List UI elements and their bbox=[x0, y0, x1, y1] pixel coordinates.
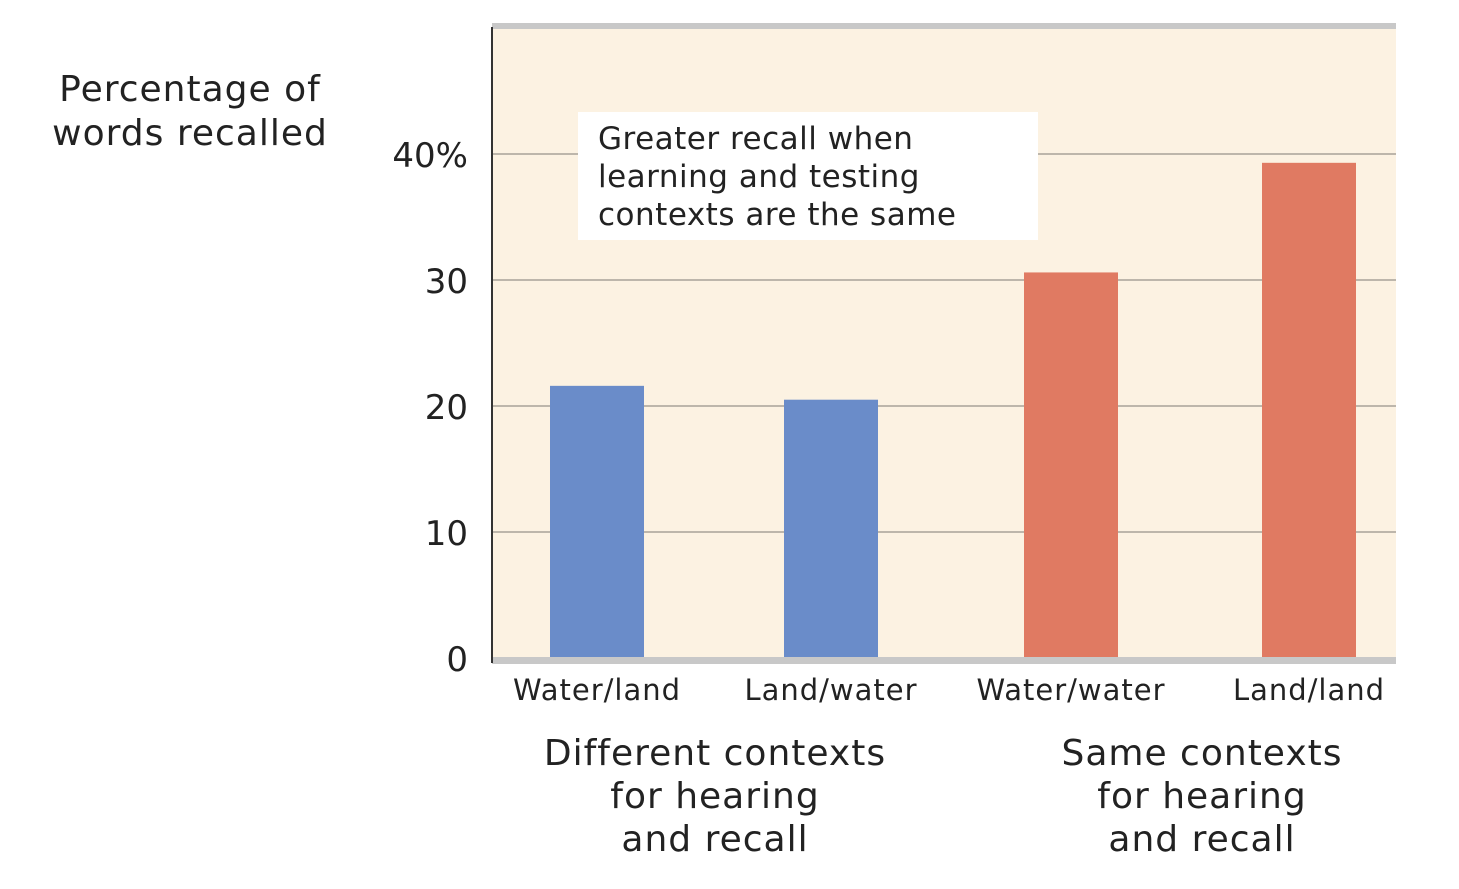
annotation-line: Greater recall when bbox=[598, 121, 914, 157]
y-tick-label: 20 bbox=[425, 388, 468, 428]
bar-water-land bbox=[550, 385, 644, 658]
group-label-different: Different contexts for hearing and recal… bbox=[505, 732, 925, 861]
y-tick-label: 10 bbox=[425, 514, 468, 554]
plot-top-border bbox=[492, 23, 1396, 29]
bar-land-land bbox=[1262, 162, 1356, 658]
x-tick-label: Land/water bbox=[744, 673, 917, 707]
group-label-line: and recall bbox=[621, 819, 809, 860]
x-axis-band bbox=[492, 657, 1396, 664]
y-tick-label: 40% bbox=[392, 136, 468, 176]
y-axis-label: Percentage of words recalled bbox=[52, 69, 328, 154]
y-tick-label: 0 bbox=[446, 640, 468, 680]
group-label-line: and recall bbox=[1108, 819, 1296, 860]
y-tick-label: 30 bbox=[425, 262, 468, 302]
annotation-box: Greater recall when learning and testing… bbox=[578, 112, 1038, 240]
group-label-line: for hearing bbox=[610, 776, 820, 817]
annotation-line: learning and testing bbox=[598, 159, 920, 195]
group-label-line: for hearing bbox=[1097, 776, 1307, 817]
group-label-line: Different contexts bbox=[543, 733, 887, 774]
x-tick-label: Land/land bbox=[1233, 673, 1385, 707]
group-label-same: Same contexts for hearing and recall bbox=[992, 732, 1412, 861]
x-tick-label: Water/water bbox=[976, 673, 1165, 707]
x-tick-label: Water/land bbox=[513, 673, 681, 707]
bar-water-water bbox=[1024, 272, 1118, 658]
group-label-line: Same contexts bbox=[1061, 733, 1343, 774]
bar-land-water bbox=[784, 399, 878, 658]
annotation-line: contexts are the same bbox=[598, 197, 957, 233]
